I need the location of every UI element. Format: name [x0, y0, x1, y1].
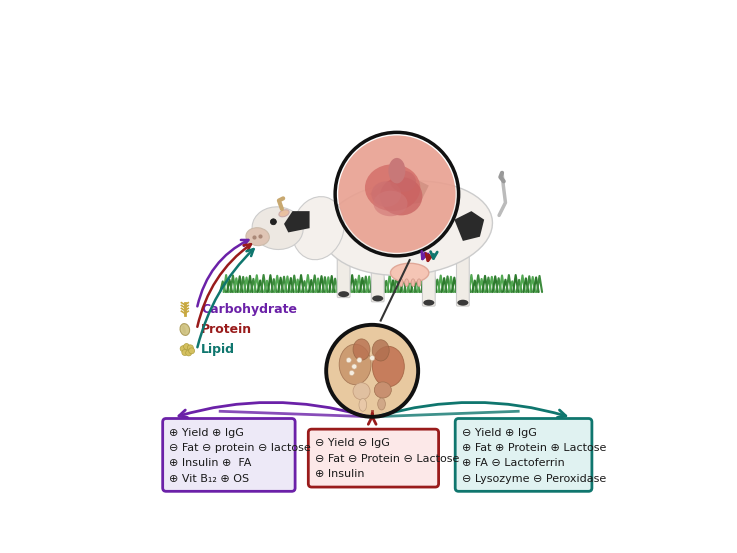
Ellipse shape [458, 300, 469, 306]
Text: ⊕ Insulin: ⊕ Insulin [315, 469, 365, 479]
FancyBboxPatch shape [456, 252, 469, 306]
Text: ⊕ Vit B₁₂ ⊕ OS: ⊕ Vit B₁₂ ⊕ OS [170, 474, 250, 484]
Ellipse shape [391, 171, 416, 192]
Ellipse shape [359, 399, 366, 411]
Ellipse shape [423, 300, 434, 306]
FancyBboxPatch shape [371, 248, 384, 302]
Circle shape [270, 219, 276, 225]
Ellipse shape [182, 325, 186, 333]
FancyBboxPatch shape [422, 252, 435, 306]
Ellipse shape [405, 279, 408, 286]
Ellipse shape [279, 210, 289, 217]
Ellipse shape [391, 263, 429, 283]
FancyBboxPatch shape [308, 429, 439, 487]
Ellipse shape [252, 207, 303, 249]
Polygon shape [369, 177, 429, 207]
Polygon shape [284, 211, 310, 232]
Circle shape [357, 358, 362, 363]
Ellipse shape [292, 197, 344, 260]
Ellipse shape [377, 398, 385, 410]
Circle shape [184, 343, 189, 349]
Ellipse shape [380, 177, 422, 216]
Ellipse shape [372, 295, 383, 301]
Text: ⊕ Fat ⊕ Protein ⊕ Lactose: ⊕ Fat ⊕ Protein ⊕ Lactose [462, 443, 607, 453]
Text: ⊕ FA ⊖ Lactoferrin: ⊕ FA ⊖ Lactoferrin [462, 458, 565, 468]
Ellipse shape [417, 279, 421, 286]
Text: ⊖ Fat ⊖ Protein ⊖ Lactose: ⊖ Fat ⊖ Protein ⊖ Lactose [315, 454, 459, 464]
Text: Protein: Protein [201, 323, 252, 336]
Circle shape [370, 356, 374, 361]
Ellipse shape [365, 164, 420, 211]
Ellipse shape [374, 382, 391, 398]
Ellipse shape [374, 191, 408, 216]
Polygon shape [454, 211, 484, 241]
Circle shape [352, 364, 357, 369]
Ellipse shape [388, 158, 405, 184]
Ellipse shape [371, 181, 401, 207]
Text: ⊖ Lysozyme ⊖ Peroxidase: ⊖ Lysozyme ⊖ Peroxidase [462, 474, 607, 484]
Text: ⊖ Yield ⊕ IgG: ⊖ Yield ⊕ IgG [462, 427, 537, 437]
Ellipse shape [372, 346, 405, 387]
Ellipse shape [372, 340, 389, 361]
Circle shape [182, 349, 188, 356]
Text: ⊕ Yield ⊕ IgG: ⊕ Yield ⊕ IgG [170, 427, 245, 437]
Text: Lipid: Lipid [201, 343, 235, 357]
Ellipse shape [338, 135, 455, 253]
Ellipse shape [338, 291, 349, 297]
Text: ⊖ Fat ⊖ protein ⊖ lactose: ⊖ Fat ⊖ protein ⊖ lactose [170, 443, 311, 453]
Circle shape [349, 371, 354, 375]
Circle shape [180, 346, 186, 352]
Ellipse shape [353, 339, 370, 360]
FancyBboxPatch shape [338, 244, 350, 298]
Ellipse shape [339, 344, 371, 385]
FancyBboxPatch shape [455, 419, 592, 491]
Circle shape [346, 358, 352, 363]
Ellipse shape [180, 324, 189, 336]
Ellipse shape [411, 279, 415, 286]
Text: Carbohydrate: Carbohydrate [201, 302, 297, 316]
Ellipse shape [323, 181, 492, 275]
Ellipse shape [399, 279, 403, 286]
FancyBboxPatch shape [163, 419, 295, 491]
Circle shape [186, 350, 192, 356]
Circle shape [187, 345, 193, 351]
Ellipse shape [353, 383, 370, 400]
Text: ⊕ Insulin ⊕  FA: ⊕ Insulin ⊕ FA [170, 458, 252, 468]
Text: ⊖ Yield ⊖ IgG: ⊖ Yield ⊖ IgG [315, 439, 390, 448]
Ellipse shape [246, 228, 269, 246]
Circle shape [189, 348, 195, 354]
Circle shape [327, 326, 417, 415]
